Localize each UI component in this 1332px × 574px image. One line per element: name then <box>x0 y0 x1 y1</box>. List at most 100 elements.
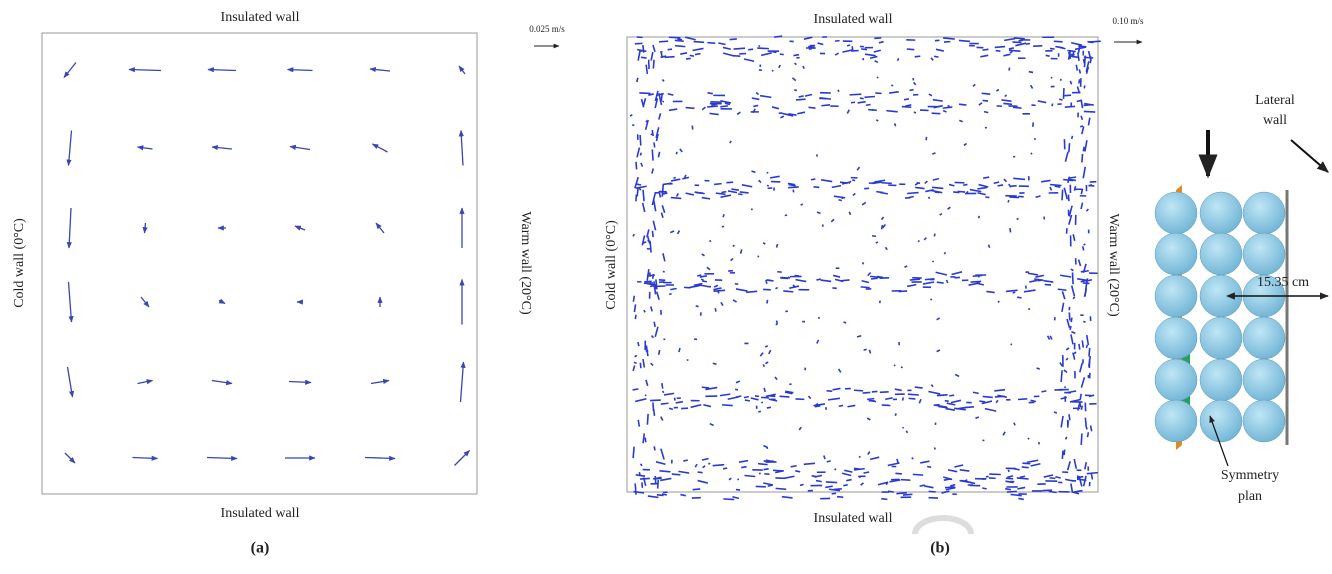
flow-dash <box>811 179 815 180</box>
flow-dash <box>659 280 665 281</box>
flow-dash <box>713 465 725 466</box>
flow-dash <box>1087 335 1089 345</box>
flow-dash <box>876 120 878 121</box>
flow-dash <box>1010 228 1011 232</box>
flow-dash <box>698 481 708 484</box>
flow-dash <box>959 104 966 105</box>
panel-a-frame <box>42 33 477 494</box>
flow-dash <box>813 187 819 188</box>
flow-dash <box>1038 280 1043 281</box>
flow-dash <box>902 107 911 108</box>
flow-dash <box>641 163 643 167</box>
flow-dash <box>927 466 931 467</box>
flow-dash <box>1071 43 1082 45</box>
flow-dash <box>982 488 986 489</box>
flow-dash <box>633 389 639 390</box>
flow-dash <box>889 92 899 93</box>
flow-dash <box>1083 105 1092 106</box>
velocity-vector <box>129 70 161 71</box>
flow-dash <box>1083 283 1090 284</box>
flow-dash <box>906 431 907 433</box>
flow-dash <box>710 240 711 242</box>
flow-dash <box>942 395 944 396</box>
flow-dash <box>932 261 933 262</box>
flow-dash <box>659 471 670 472</box>
flow-dash <box>655 476 656 483</box>
flow-dash <box>1062 291 1064 299</box>
flow-dash <box>817 212 820 213</box>
flow-dash <box>678 471 689 473</box>
flow-dash <box>1034 138 1035 140</box>
flow-dash <box>954 465 963 467</box>
flow-dash <box>808 107 815 108</box>
flow-dash <box>1009 50 1020 51</box>
flow-dash <box>715 308 716 311</box>
flow-dash <box>946 280 947 283</box>
flow-dash <box>899 291 907 292</box>
flow-dash <box>782 497 793 498</box>
velocity-vector <box>64 63 76 78</box>
flow-dash <box>932 191 943 193</box>
flow-dash <box>720 101 731 103</box>
velocity-vector <box>376 223 384 233</box>
flow-dash <box>839 405 843 406</box>
flow-dash <box>718 43 725 45</box>
flow-dash <box>1060 363 1062 367</box>
flow-dash <box>1036 196 1041 197</box>
velocity-vector <box>371 381 389 384</box>
sphere <box>1155 233 1197 275</box>
flow-dash <box>979 103 982 105</box>
flow-dash <box>817 340 819 344</box>
flow-dash <box>676 402 683 403</box>
flow-dash <box>960 470 970 471</box>
flow-dash <box>944 252 945 254</box>
flow-dash <box>783 291 793 292</box>
flow-dash <box>702 198 710 199</box>
flow-dash <box>652 149 653 160</box>
flow-dash <box>1080 394 1081 400</box>
velocity-vector <box>69 131 72 166</box>
flow-dash <box>821 280 832 281</box>
flow-dash <box>680 53 687 54</box>
flow-dash <box>1089 348 1090 357</box>
flow-dash <box>752 98 759 99</box>
flow-dash <box>868 272 871 275</box>
flow-dash <box>677 193 679 196</box>
flow-dash <box>919 399 921 403</box>
flow-dash <box>1068 195 1069 202</box>
velocity-vector <box>219 301 225 304</box>
flow-dash <box>1017 297 1021 298</box>
flow-dash <box>984 112 988 113</box>
flow-dash <box>1028 438 1029 439</box>
flow-dash <box>751 398 759 400</box>
flow-dash <box>795 280 806 282</box>
flow-dash <box>882 217 884 220</box>
flow-dash <box>767 185 769 186</box>
sphere <box>1155 317 1197 359</box>
flow-dash <box>732 497 738 499</box>
dimension-label: 15.35 cm <box>1257 275 1309 290</box>
flow-dash <box>662 391 663 393</box>
flow-dash <box>1069 143 1070 152</box>
flow-dash <box>654 322 655 327</box>
flow-dash <box>661 417 663 421</box>
flow-dash <box>648 240 649 242</box>
flow-dash <box>1038 101 1046 103</box>
flow-dash <box>948 470 957 472</box>
flow-dash <box>1007 476 1013 477</box>
flow-dash <box>780 116 783 117</box>
flow-dash <box>821 105 830 106</box>
flow-dash <box>850 94 862 95</box>
flow-dash <box>1005 489 1011 490</box>
flow-dash <box>776 324 778 325</box>
flow-dash <box>661 449 664 460</box>
flow-dash <box>979 185 989 187</box>
flow-dash <box>818 43 824 44</box>
flow-dash <box>653 60 654 69</box>
flow-dash <box>744 476 755 477</box>
flow-dash <box>708 463 710 464</box>
flow-dash <box>1082 126 1084 134</box>
flow-dash <box>904 99 909 100</box>
flow-dash <box>633 296 634 302</box>
flow-dash <box>1066 348 1069 350</box>
